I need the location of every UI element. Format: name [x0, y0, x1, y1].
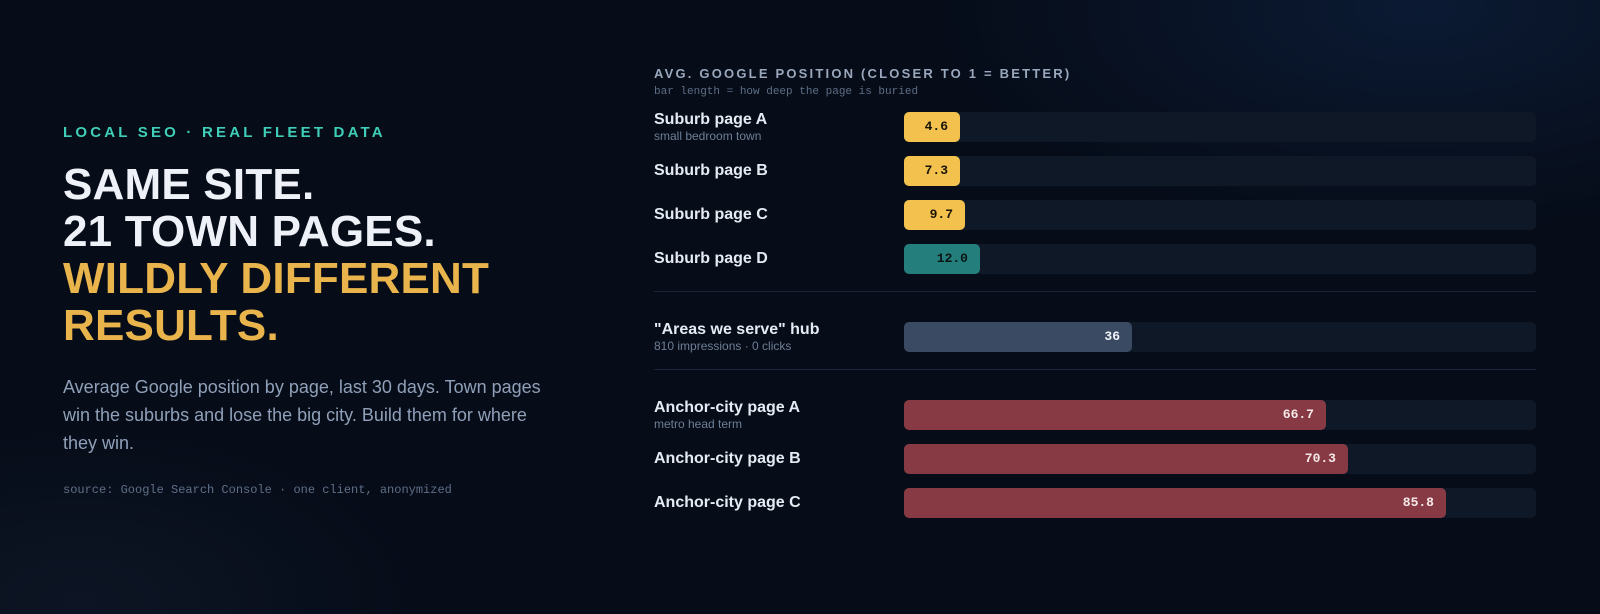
bar-track: 66.7 [904, 400, 1536, 430]
chart-title: AVG. GOOGLE POSITION (CLOSER TO 1 = BETT… [654, 66, 1072, 81]
bar-value-label: 36 [1104, 329, 1120, 344]
headline-line-4: RESULTS. [63, 301, 279, 350]
bar-row: Anchor-city page B 70.3 [654, 444, 1536, 474]
eyebrow-label: LOCAL SEO · REAL FLEET DATA [63, 124, 386, 141]
headline: SAME SITE. 21 TOWN PAGES. WILDLY DIFFERE… [63, 161, 583, 349]
bar-value-label: 66.7 [1282, 407, 1314, 422]
bar-value-label: 9.7 [929, 207, 953, 222]
bar-value-label: 7.3 [924, 163, 948, 178]
bar-label: Anchor-city page B [654, 450, 894, 468]
bar-label-name: Anchor-city page B [654, 450, 801, 467]
bar-track: 70.3 [904, 444, 1536, 474]
chart-panel: AVG. GOOGLE POSITION (CLOSER TO 1 = BETT… [654, 66, 1536, 518]
bar: 70.3 [904, 444, 1348, 474]
bar: 85.8 [904, 488, 1446, 518]
bar-label-name: "Areas we serve" hub [654, 321, 820, 338]
bar-label-name: Suburb page D [654, 250, 768, 267]
bar-value-label: 85.8 [1402, 495, 1434, 510]
bar: 12.0 [904, 244, 980, 274]
bar-label: Suburb page B [654, 162, 894, 180]
bar-label-note: 810 impressions · 0 clicks [654, 339, 792, 353]
bar-label-note: small bedroom town [654, 129, 762, 143]
headline-line-2: 21 TOWN PAGES. [63, 207, 436, 256]
group-divider [654, 291, 1536, 292]
bar-label-name: Suburb page A [654, 111, 768, 128]
description: Average Google position by page, last 30… [63, 377, 541, 453]
bar-label: "Areas we serve" hub 810 impressions · 0 … [654, 321, 894, 353]
chart-subtitle: bar length = how deep the page is buried [654, 86, 919, 98]
bar-label: Suburb page C [654, 206, 894, 224]
bar-row: Suburb page D 12.0 [654, 244, 1536, 274]
bar-label: Suburb page D [654, 250, 894, 268]
bar-row: Anchor-city page C 85.8 [654, 488, 1536, 518]
bar-track: 85.8 [904, 488, 1536, 518]
group-divider [654, 369, 1536, 370]
source-note: source: Google Search Console · one clie… [63, 483, 452, 497]
bar: 66.7 [904, 400, 1326, 430]
bar-label-name: Anchor-city page C [654, 494, 801, 511]
headline-line-1: SAME SITE. [63, 160, 315, 209]
intro-panel: LOCAL SEO · REAL FLEET DATA SAME SITE. 2… [63, 124, 583, 497]
bar-row: "Areas we serve" hub 810 impressions · 0 … [654, 321, 1536, 353]
bar-label-note: metro head term [654, 417, 743, 431]
bar: 4.6 [904, 112, 960, 142]
bar-track: 7.3 [904, 156, 1536, 186]
bar-label-name: Suburb page B [654, 162, 768, 179]
bar-value-label: 12.0 [936, 251, 968, 266]
bar-label-name: Suburb page C [654, 206, 768, 223]
bar-label-name: Anchor-city page A [654, 399, 801, 416]
bar-value-label: 70.3 [1304, 451, 1336, 466]
bar: 36 [904, 322, 1132, 352]
bar-row: Suburb page C 9.7 [654, 200, 1536, 230]
headline-line-3: WILDLY DIFFERENT [63, 254, 490, 303]
bar-track: 12.0 [904, 244, 1536, 274]
bar-track: 36 [904, 322, 1536, 352]
bar-row: Suburb page B 7.3 [654, 156, 1536, 186]
bar: 7.3 [904, 156, 960, 186]
bar-track: 4.6 [904, 112, 1536, 142]
bar-label: Anchor-city page C [654, 494, 894, 512]
bar-track: 9.7 [904, 200, 1536, 230]
bar: 9.7 [904, 200, 965, 230]
bar-value-label: 4.6 [924, 119, 948, 134]
